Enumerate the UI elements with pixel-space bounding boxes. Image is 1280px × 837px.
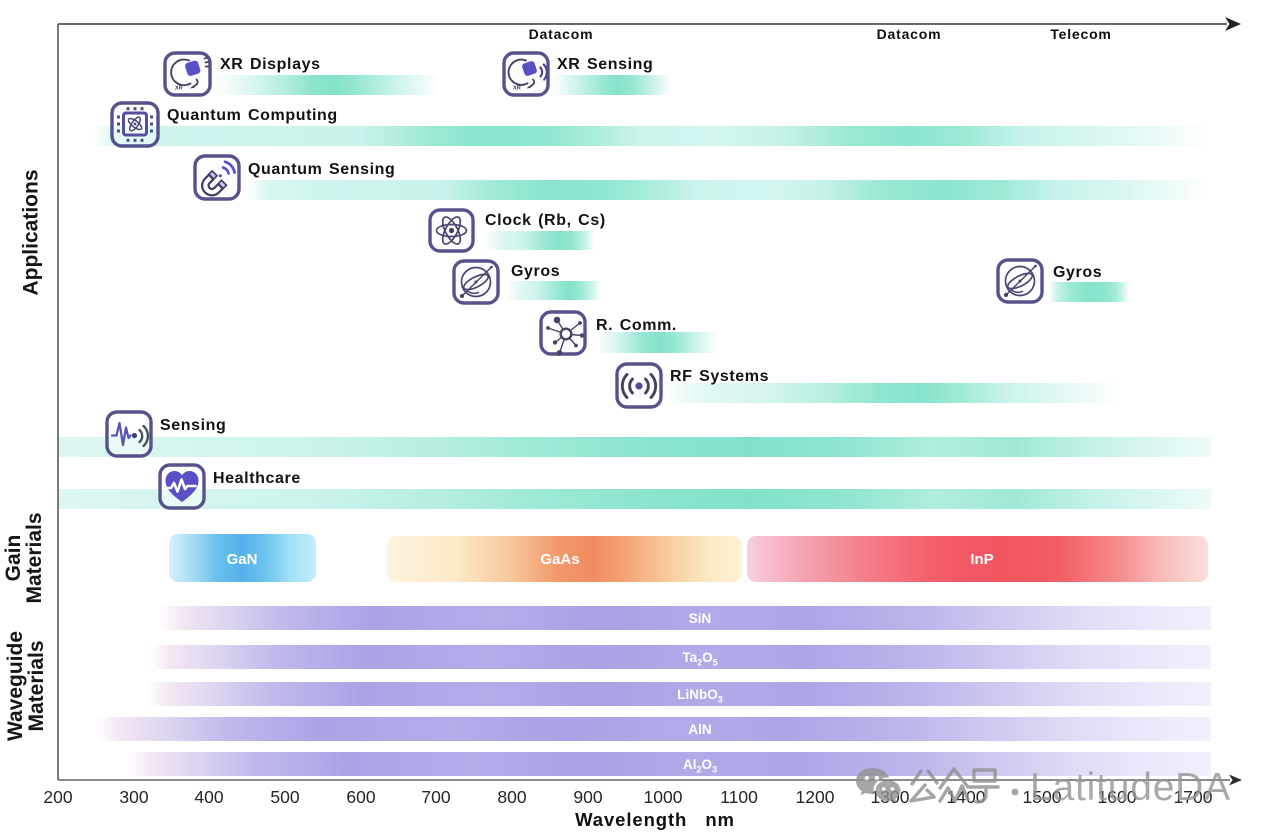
svg-text:LatitudeDA: LatitudeDA [1030,766,1231,809]
svg-text:XR: XR [175,86,183,92]
svg-text:XR: XR [513,86,521,92]
